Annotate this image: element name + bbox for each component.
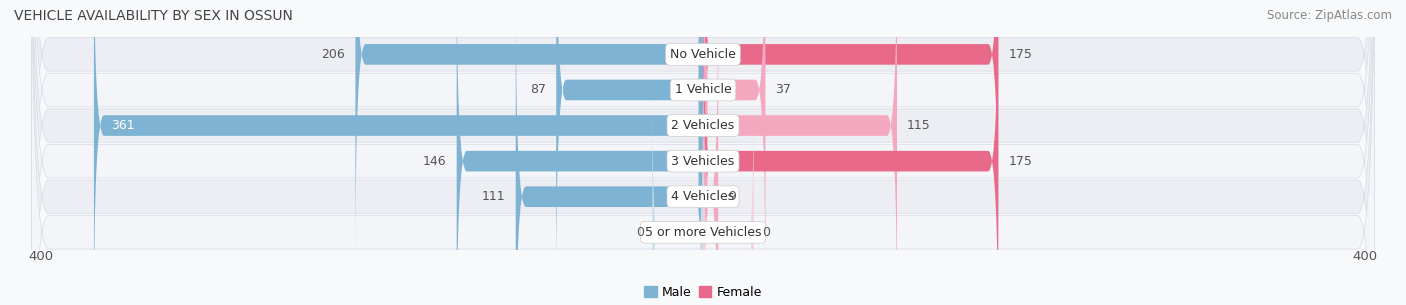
FancyBboxPatch shape xyxy=(356,0,703,257)
Text: Source: ZipAtlas.com: Source: ZipAtlas.com xyxy=(1267,9,1392,22)
Text: 361: 361 xyxy=(111,119,135,132)
FancyBboxPatch shape xyxy=(31,0,1375,305)
Text: 400: 400 xyxy=(1353,250,1378,263)
FancyBboxPatch shape xyxy=(31,0,1375,305)
Text: 175: 175 xyxy=(1008,155,1032,168)
Text: 400: 400 xyxy=(28,250,53,263)
FancyBboxPatch shape xyxy=(457,0,703,305)
FancyBboxPatch shape xyxy=(31,0,1375,305)
Text: 175: 175 xyxy=(1008,48,1032,61)
FancyBboxPatch shape xyxy=(31,0,1375,305)
Text: 37: 37 xyxy=(776,84,792,96)
Text: 206: 206 xyxy=(322,48,346,61)
FancyBboxPatch shape xyxy=(703,0,998,305)
FancyBboxPatch shape xyxy=(703,0,718,305)
FancyBboxPatch shape xyxy=(652,100,703,305)
FancyBboxPatch shape xyxy=(703,0,998,257)
Text: 5 or more Vehicles: 5 or more Vehicles xyxy=(645,226,761,239)
FancyBboxPatch shape xyxy=(703,0,765,293)
Text: 0: 0 xyxy=(762,226,770,239)
Text: 1 Vehicle: 1 Vehicle xyxy=(675,84,731,96)
Text: 146: 146 xyxy=(423,155,447,168)
FancyBboxPatch shape xyxy=(557,0,703,293)
Text: VEHICLE AVAILABILITY BY SEX IN OSSUN: VEHICLE AVAILABILITY BY SEX IN OSSUN xyxy=(14,9,292,23)
FancyBboxPatch shape xyxy=(703,100,754,305)
Legend: Male, Female: Male, Female xyxy=(640,281,766,304)
Text: 0: 0 xyxy=(636,226,644,239)
Text: 87: 87 xyxy=(530,84,546,96)
Text: 111: 111 xyxy=(482,190,506,203)
FancyBboxPatch shape xyxy=(516,0,703,305)
Text: 115: 115 xyxy=(907,119,931,132)
Text: 2 Vehicles: 2 Vehicles xyxy=(672,119,734,132)
FancyBboxPatch shape xyxy=(703,0,897,305)
Text: 3 Vehicles: 3 Vehicles xyxy=(672,155,734,168)
Text: 9: 9 xyxy=(728,190,737,203)
FancyBboxPatch shape xyxy=(94,0,703,305)
FancyBboxPatch shape xyxy=(31,0,1375,305)
Text: No Vehicle: No Vehicle xyxy=(671,48,735,61)
FancyBboxPatch shape xyxy=(31,0,1375,305)
Text: 4 Vehicles: 4 Vehicles xyxy=(672,190,734,203)
